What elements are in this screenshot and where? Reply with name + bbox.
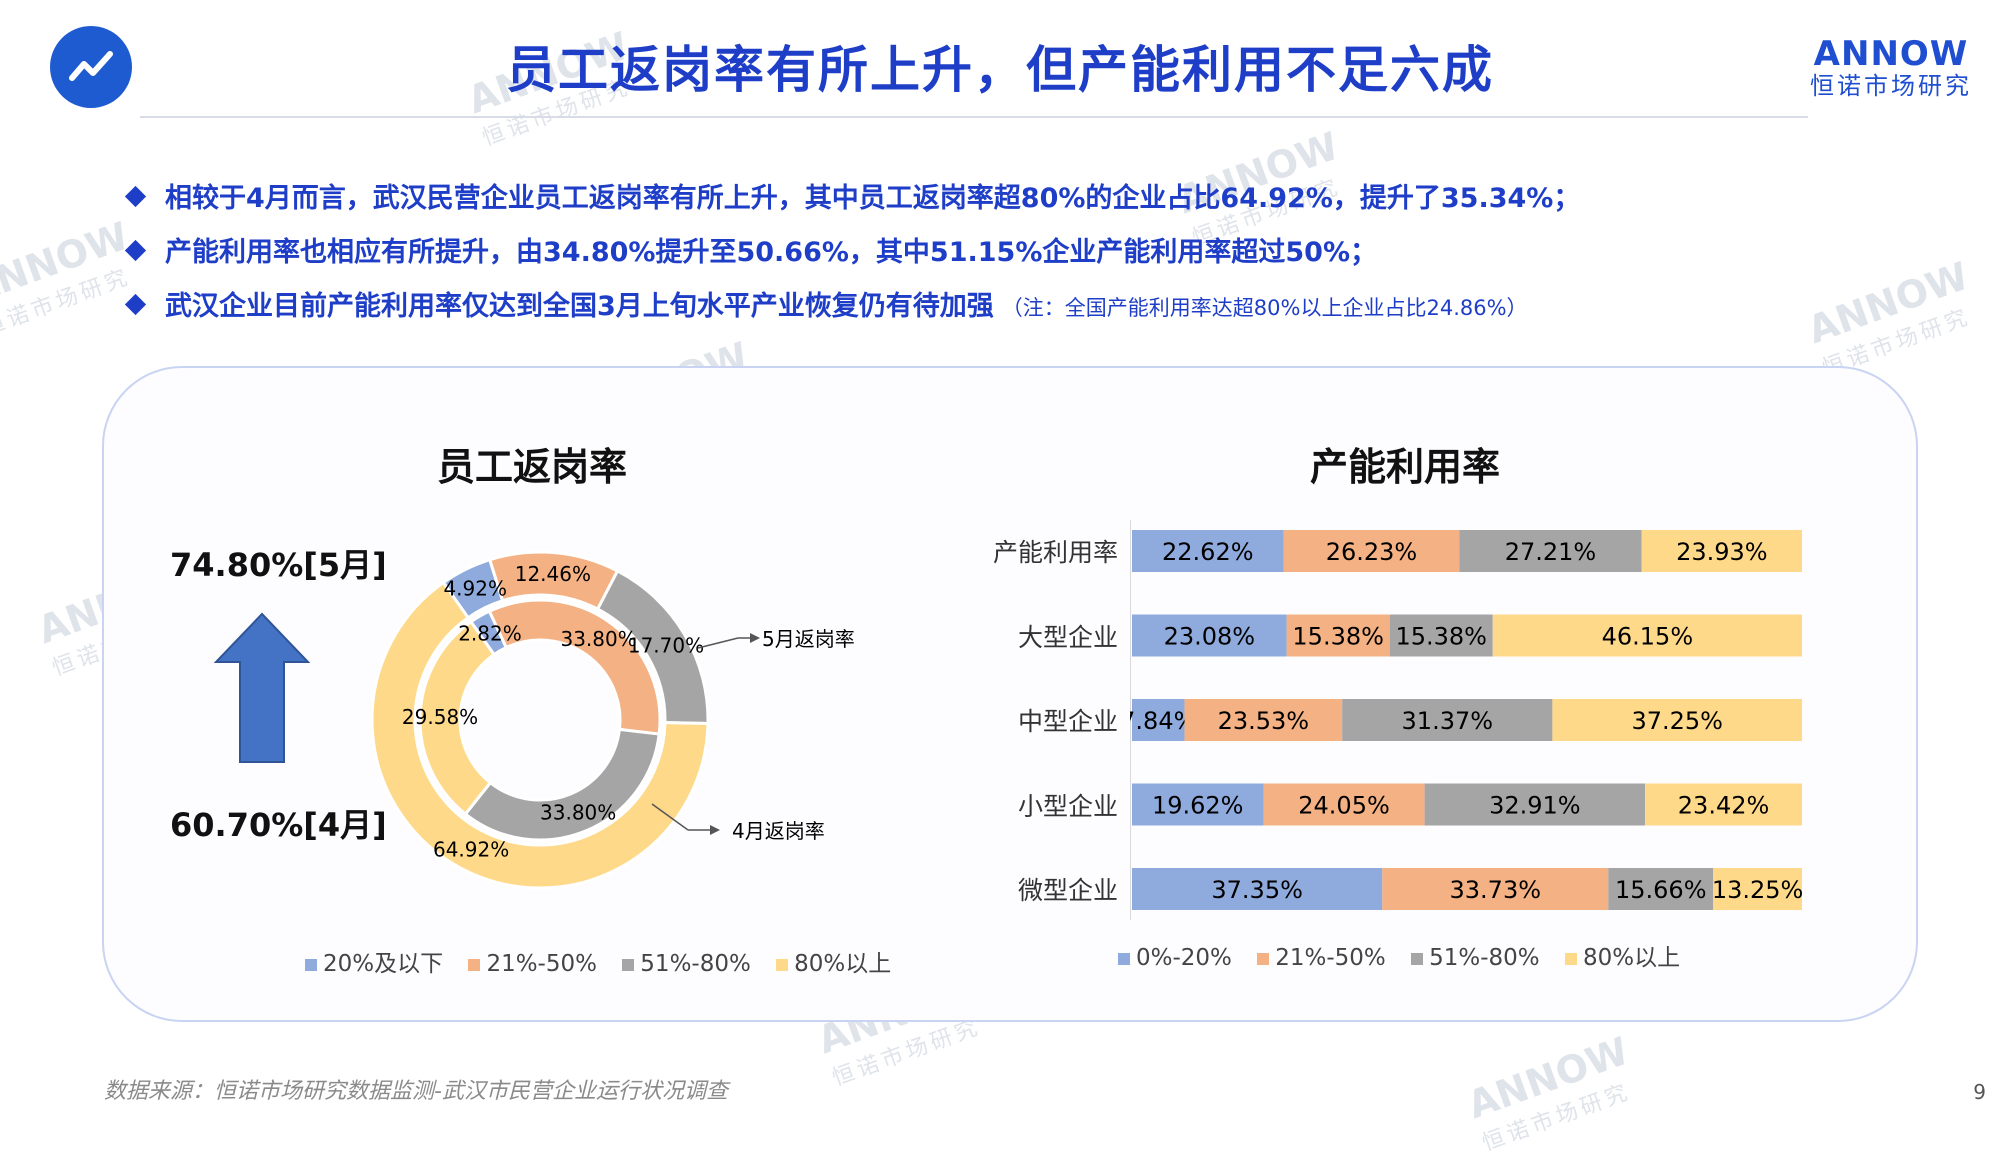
category-label: 产能利用率	[992, 538, 1118, 567]
data-label: 4.92%	[443, 577, 507, 601]
data-label: 15.38%	[1395, 623, 1487, 651]
data-label: 12.46%	[515, 562, 591, 586]
bar-segment	[1342, 699, 1553, 741]
bar-segment	[1424, 783, 1646, 826]
bullet-text: 武汉企业目前产能利用率仅达到全国3月上旬水平产业恢复仍有待加强	[165, 291, 994, 322]
data-source-note: 数据来源：恒诺市场研究数据监测-武汉市民营企业运行状况调查	[104, 1079, 728, 1104]
legend-item: 20%及以下	[305, 951, 443, 977]
bar-segment	[1283, 530, 1460, 572]
bullet-text: 产能利用率也相应有所提升，由34.80%提升至50.66%，其中51.15%企业…	[165, 237, 1377, 268]
legend-item: 51%-80%	[1411, 945, 1540, 971]
data-label: 33.73%	[1450, 876, 1542, 904]
bar-segment	[1608, 868, 1714, 910]
bar-segment	[1132, 614, 1287, 657]
brand-name-en: ANNOW	[1813, 34, 1969, 74]
bullet-item: 产能利用率也相应有所提升，由34.80%提升至50.66%，其中51.15%企业…	[124, 230, 1377, 269]
bullet-text: 相较于4月而言，武汉民营企业员工返岗率有所上升，其中员工返岗率超80%的企业占比…	[165, 183, 1581, 214]
data-label: 19.62%	[1152, 792, 1244, 820]
doughnut-legend: 20%及以下 21%-50% 51%-80% 80%以上	[305, 944, 909, 978]
data-label: 26.23%	[1326, 538, 1418, 566]
bar-legend: 0%-20% 21%-50% 51%-80% 80%以上	[1118, 938, 1698, 972]
doughnut-slice-april	[418, 619, 497, 817]
data-label: 32.91%	[1489, 792, 1581, 820]
legend-item: 0%-20%	[1118, 945, 1232, 971]
series-label-april: 4月返岗率	[732, 819, 825, 843]
bullet-item: 相较于4月而言，武汉民营企业员工返岗率有所上升，其中员工返岗率超80%的企业占比…	[124, 176, 1581, 215]
series-label-may: 5月返岗率	[762, 627, 855, 651]
doughnut-chart-title: 员工返岗率	[436, 445, 627, 489]
bar-segment	[1645, 783, 1802, 826]
bar-segment	[1641, 530, 1802, 572]
category-label: 微型企业	[1017, 876, 1118, 905]
brand-logo: ANNOW 恒诺市场研究	[1810, 36, 1972, 100]
header-divider	[140, 116, 1808, 118]
data-label: 23.08%	[1164, 623, 1256, 651]
data-label: 37.35%	[1211, 876, 1303, 904]
page-number: 9	[1973, 1080, 1986, 1104]
data-label: 15.66%	[1615, 876, 1707, 904]
bar-segment	[1713, 868, 1802, 910]
category-label: 大型企业	[1017, 623, 1118, 652]
data-label: 23.53%	[1218, 707, 1310, 735]
legend-item: 21%-50%	[468, 951, 597, 977]
doughnut-slice-may	[370, 580, 710, 890]
data-label: 15.38%	[1292, 623, 1384, 651]
legend-item: 80%以上	[776, 951, 891, 977]
data-label: 2.82%	[458, 621, 522, 645]
data-label: 29.58%	[402, 705, 478, 729]
bar-segment	[1132, 530, 1284, 572]
data-label: 17.70%	[628, 633, 704, 657]
diamond-bullet-icon	[124, 239, 147, 262]
data-label: 33.80%	[540, 800, 616, 824]
bar-chart-title: 产能利用率	[1309, 445, 1500, 489]
bar-segment	[1382, 868, 1609, 910]
legend-item: 21%-50%	[1257, 945, 1386, 971]
legend-item: 80%以上	[1564, 945, 1680, 971]
bar-segment	[1286, 614, 1390, 657]
doughnut-chart: 4.92% 12.46% 17.70% 64.92% 2.82% 33.80% 33.80%…	[370, 550, 855, 890]
data-label: 23.93%	[1676, 538, 1768, 566]
bar-segment	[1263, 783, 1425, 826]
april-return-rate: 60.70%[4月]	[170, 806, 387, 844]
data-label: 33.80%	[560, 627, 636, 651]
diamond-bullet-icon	[124, 185, 147, 208]
doughnut-slice-april	[463, 727, 661, 842]
bar-segment	[1132, 699, 1185, 741]
trend-chart-icon	[50, 26, 132, 108]
bar-segment	[1492, 614, 1802, 657]
stacked-bar-chart: 22.62% 26.23% 27.21% 23.93% 23.08% 15.38% 15.3…	[1130, 520, 1804, 920]
legend-item: 51%-80%	[622, 951, 751, 977]
data-label: 46.15%	[1602, 623, 1694, 651]
data-label: 23.42%	[1678, 792, 1770, 820]
doughnut-slice-april	[487, 598, 662, 736]
category-label: 中型企业	[1017, 707, 1118, 736]
bar-segment	[1389, 614, 1493, 657]
data-label: 24.05%	[1298, 792, 1390, 820]
category-label: 小型企业	[1017, 792, 1118, 821]
bar-segment	[1132, 783, 1264, 826]
data-label: 64.92%	[433, 837, 509, 861]
bullet-note: （注：全国产能利用率达超80%以上企业占比24.86%）	[1001, 296, 1528, 320]
diamond-bullet-icon	[124, 293, 147, 316]
data-label: 22.62%	[1162, 538, 1254, 566]
data-label: 37.25%	[1631, 707, 1723, 735]
bar-segment	[1184, 699, 1343, 741]
bar-segment	[1132, 868, 1383, 910]
up-arrow-icon	[213, 612, 311, 763]
page-title: 员工返岗率有所上升，但产能利用不足六成	[506, 41, 1494, 99]
bullet-item: 武汉企业目前产能利用率仅达到全国3月上旬水平产业恢复仍有待加强 （注：全国产能利用…	[124, 284, 1528, 323]
brand-name-cn: 恒诺市场研究	[1810, 72, 1972, 100]
data-label: 31.37%	[1402, 707, 1494, 735]
data-label: 13.25%	[1712, 876, 1804, 904]
data-label: 27.21%	[1505, 538, 1597, 566]
bar-segment	[1459, 530, 1642, 572]
bar-segment	[1552, 699, 1802, 741]
may-return-rate: 74.80%[5月]	[170, 546, 387, 584]
